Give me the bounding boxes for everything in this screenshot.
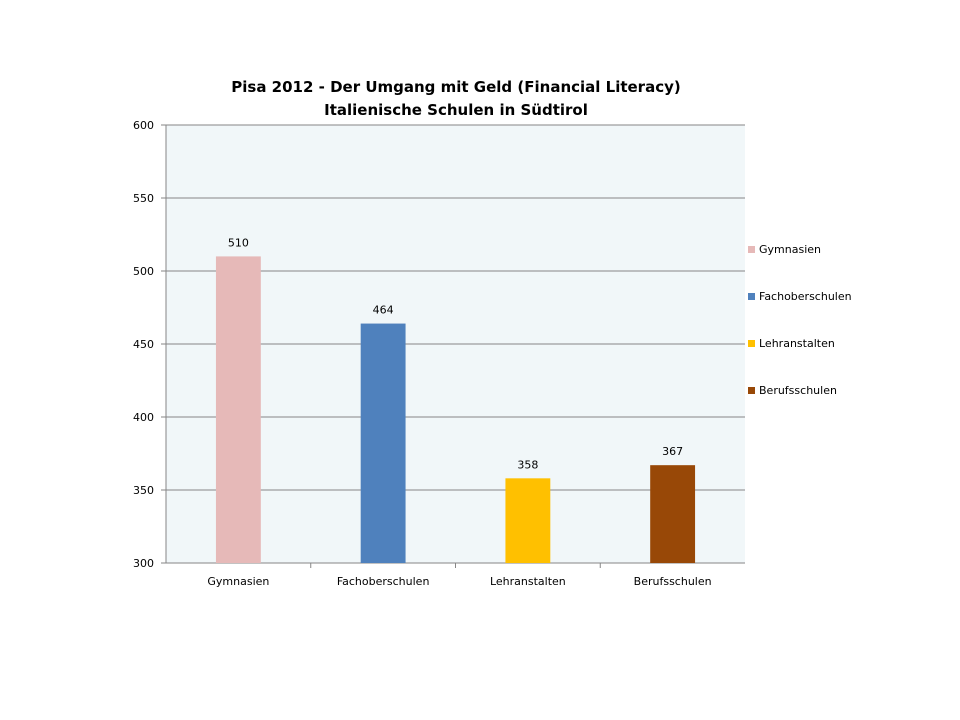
bar-berufsschulen[interactable]: [650, 465, 696, 563]
y-tick-label: 550: [133, 192, 154, 205]
y-tick-label: 500: [133, 265, 154, 278]
legend-swatch: [748, 246, 755, 253]
bar-fachoberschulen[interactable]: [360, 323, 406, 563]
x-tick-label: Lehranstalten: [490, 575, 566, 588]
data-label: 358: [517, 458, 538, 471]
bar-gymnasien[interactable]: [215, 256, 261, 563]
chart-subtitle: Italienische Schulen in Südtirol: [324, 101, 588, 119]
data-label: 510: [228, 236, 249, 249]
y-tick-label: 350: [133, 484, 154, 497]
legend-swatch: [748, 340, 755, 347]
legend-item: Lehranstalten: [759, 337, 835, 350]
y-tick-label: 600: [133, 119, 154, 132]
y-tick-label: 400: [133, 411, 154, 424]
legend-item: Berufsschulen: [759, 384, 837, 397]
legend-item: Gymnasien: [759, 243, 821, 256]
chart-title: Pisa 2012 - Der Umgang mit Geld (Financi…: [231, 78, 681, 96]
x-tick-label: Fachoberschulen: [337, 575, 430, 588]
data-label: 464: [373, 304, 394, 317]
y-tick-label: 450: [133, 338, 154, 351]
legend-swatch: [748, 293, 755, 300]
y-tick-label: 300: [133, 557, 154, 570]
legend-swatch: [748, 387, 755, 394]
data-label: 367: [662, 445, 683, 458]
x-tick-label: Berufsschulen: [634, 575, 712, 588]
bar-lehranstalten[interactable]: [505, 478, 551, 563]
legend-item: Fachoberschulen: [759, 290, 852, 303]
x-tick-label: Gymnasien: [207, 575, 269, 588]
